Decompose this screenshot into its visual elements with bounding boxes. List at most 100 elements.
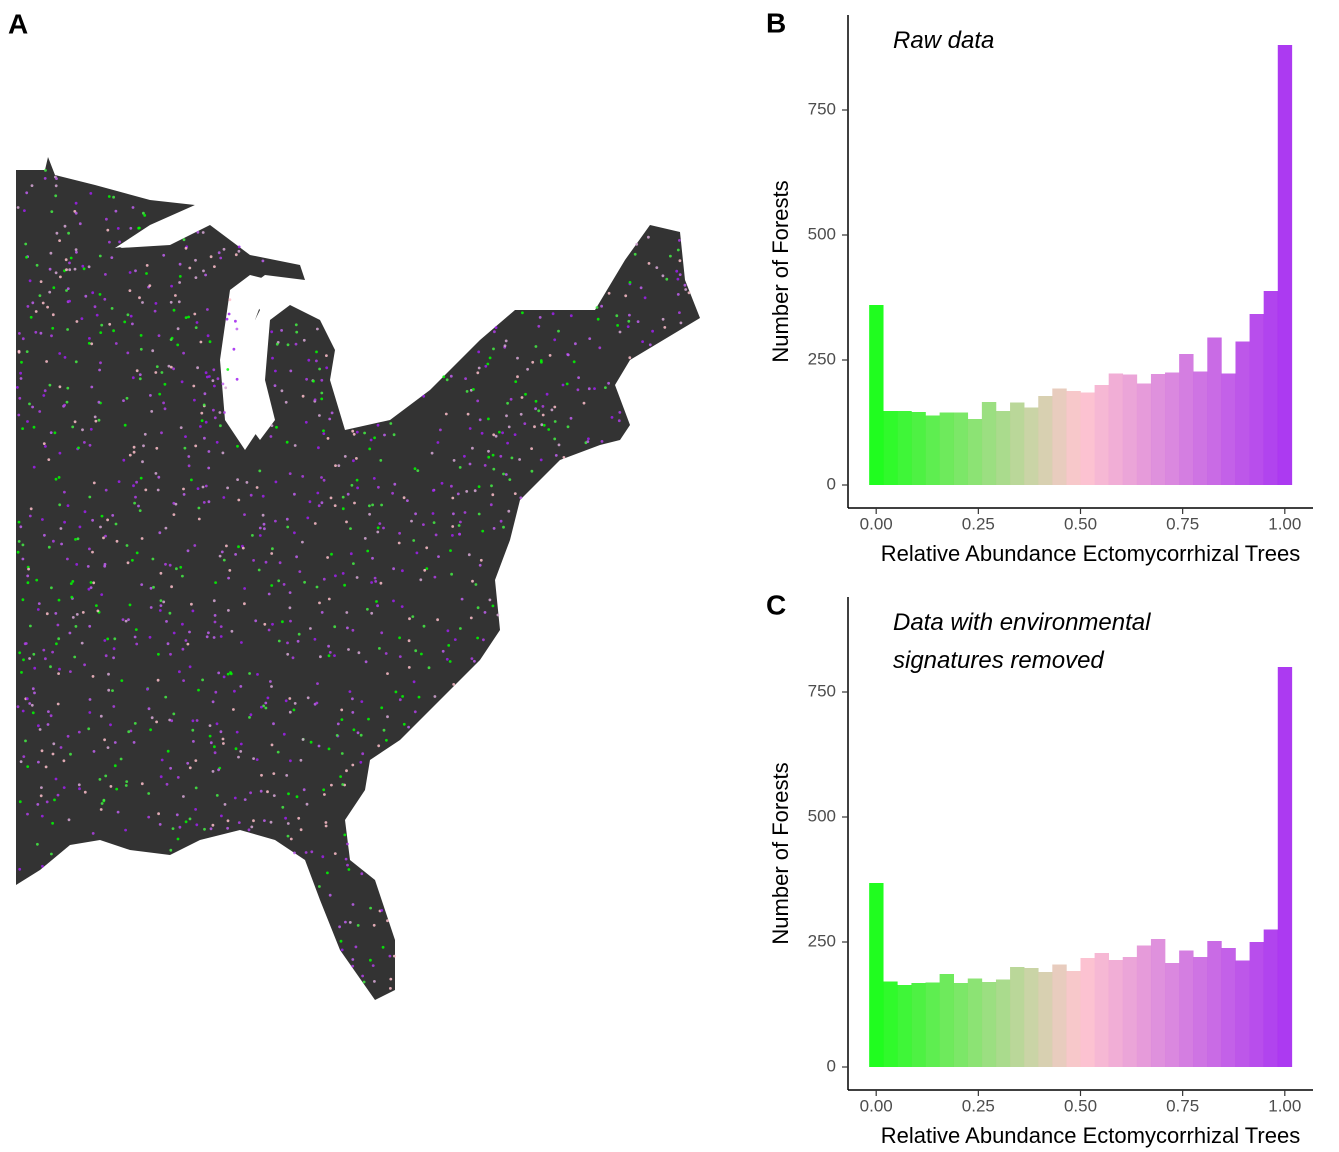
site-dot: [88, 711, 92, 714]
site-dot: [106, 746, 110, 749]
site-dot: [407, 725, 410, 729]
site-dot: [248, 716, 251, 719]
site-dot: [83, 510, 87, 514]
site-dot: [158, 609, 162, 612]
site-dot: [339, 775, 342, 778]
site-dot: [76, 537, 80, 541]
y-axis-label: Number of Forests: [768, 180, 793, 362]
site-dot: [28, 702, 32, 705]
site-dot: [295, 555, 298, 559]
site-dot: [115, 539, 119, 543]
site-dot: [333, 504, 337, 507]
y-tick-label: 0: [827, 1056, 836, 1075]
site-dot: [280, 389, 284, 393]
site-dot: [32, 652, 36, 656]
site-dot: [452, 459, 456, 462]
site-dot: [178, 275, 182, 278]
site-dot: [412, 539, 416, 542]
site-dot: [73, 655, 77, 659]
site-dot: [112, 329, 115, 333]
site-dot: [247, 828, 251, 832]
site-dot: [386, 672, 389, 675]
site-dot: [553, 405, 557, 409]
site-dot: [170, 719, 174, 723]
site-dot: [301, 738, 305, 741]
site-dot: [339, 939, 343, 943]
site-dot: [285, 774, 289, 777]
panel-label: C: [766, 589, 786, 620]
site-dot: [42, 648, 46, 652]
site-dot: [158, 823, 162, 826]
site-dot: [451, 525, 455, 528]
site-dot: [20, 360, 23, 364]
site-dot: [16, 705, 20, 709]
site-dot: [16, 550, 20, 554]
site-dot: [133, 722, 137, 725]
site-dot: [414, 512, 417, 516]
site-dot: [318, 885, 321, 888]
site-dot: [615, 314, 619, 318]
site-dot: [150, 716, 154, 720]
site-dot: [47, 545, 51, 549]
site-dot: [422, 394, 426, 398]
site-dot: [97, 418, 101, 422]
site-dot: [480, 431, 484, 435]
site-dot: [516, 356, 519, 360]
site-dot: [65, 289, 68, 292]
site-dot: [213, 751, 217, 755]
site-dot: [538, 316, 542, 319]
site-dot: [624, 294, 628, 298]
site-dot: [294, 323, 298, 327]
site-dot: [74, 538, 77, 541]
site-dot: [92, 750, 96, 753]
site-dot: [376, 526, 380, 530]
site-dot: [373, 436, 376, 440]
site-dot: [102, 798, 106, 802]
site-dot: [104, 654, 108, 658]
site-dot: [313, 637, 317, 641]
site-dot: [204, 273, 208, 277]
site-dot: [243, 513, 246, 516]
site-dot: [169, 365, 173, 369]
site-dot: [171, 827, 175, 830]
site-dot: [352, 432, 356, 436]
site-dot: [151, 349, 155, 353]
site-dot: [359, 760, 363, 764]
site-dot: [357, 651, 361, 655]
site-dot: [168, 611, 172, 615]
site-dot: [90, 385, 94, 389]
bar: [981, 982, 997, 1067]
site-dot: [401, 695, 404, 698]
site-dot: [537, 409, 541, 413]
annotation: signatures removed: [893, 647, 1104, 674]
site-dot: [221, 737, 225, 741]
site-dot: [26, 581, 30, 585]
site-dot: [135, 369, 139, 373]
site-dot: [232, 708, 235, 711]
site-dot: [648, 343, 652, 347]
site-dot: [83, 663, 86, 667]
site-dot: [116, 227, 120, 230]
site-dot: [239, 742, 243, 746]
site-dot: [324, 821, 328, 824]
site-dot: [410, 519, 413, 523]
site-dot: [345, 520, 348, 524]
site-dot: [510, 456, 514, 460]
bar: [953, 983, 969, 1067]
site-dot: [483, 464, 487, 467]
site-dot: [487, 417, 490, 421]
site-dot: [69, 256, 73, 260]
site-dot: [370, 581, 373, 584]
site-dot: [530, 447, 533, 450]
bar: [925, 982, 940, 1067]
site-dot: [97, 400, 101, 404]
site-dot: [58, 239, 61, 243]
site-dot: [259, 789, 263, 793]
site-dot: [205, 375, 209, 379]
site-dot: [519, 412, 523, 416]
site-dot: [49, 251, 53, 255]
site-dot: [252, 757, 256, 760]
site-dot: [39, 331, 43, 335]
site-dot: [489, 503, 493, 507]
